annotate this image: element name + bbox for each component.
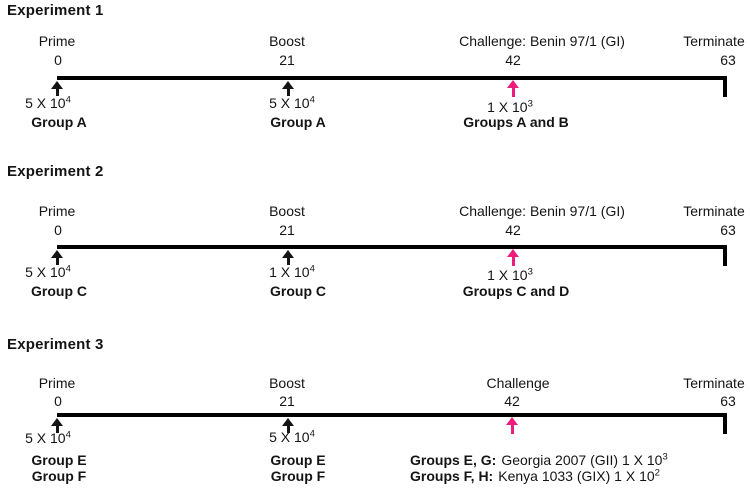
exp3-prime-label: Prime (38, 375, 76, 391)
exp1-challenge-dose: 1 X 103 (487, 99, 533, 115)
dose-base: 1 X 10 (487, 267, 528, 283)
dose-base: 1 X 10 (487, 99, 528, 115)
dose-base: 1 X 10 (269, 264, 310, 280)
exp1-challenge-group: Groups A and B (463, 114, 569, 130)
exp2-boost-group: Group C (270, 283, 326, 299)
exp1-terminate-tick (723, 76, 727, 97)
exp1-prime-group: Group A (31, 114, 87, 130)
dose-base: 5 X 10 (269, 429, 310, 445)
exp3-boost-day: 21 (279, 393, 295, 409)
dose-exponent: 4 (309, 263, 315, 275)
exp3-terminate-day: 63 (720, 393, 736, 409)
exp1-prime-label: Prime (38, 33, 76, 49)
exp1-challenge-label: Challenge: Benin 97/1 (GI) (459, 33, 625, 49)
dose-exponent: 4 (65, 263, 71, 275)
exp1-prime-dose: 5 X 104 (25, 95, 71, 111)
exp1-timeline-line (57, 76, 727, 80)
dose-base: 5 X 10 (269, 95, 310, 111)
dose-exponent: 4 (309, 428, 315, 440)
dose-exponent: 2 (654, 467, 660, 479)
exp3-challenge-arrow-icon (506, 417, 518, 434)
challenge-strain: Georgia 2007 (GII) 1 X 10 (501, 452, 663, 468)
exp2-terminate-day: 63 (720, 222, 736, 238)
exp3-boost-group2: Group F (270, 468, 326, 484)
dose-base: 5 X 10 (25, 264, 66, 280)
group-prefix: Groups F, H: (410, 468, 494, 484)
dose-exponent: 3 (527, 98, 533, 110)
exp3-terminate-label: Terminate (683, 375, 745, 391)
exp2-challenge-label: Challenge: Benin 97/1 (GI) (459, 203, 625, 219)
exp2-challenge-arrow-icon (507, 249, 519, 266)
exp1-challenge-arrow-icon (507, 80, 519, 97)
exp3-prime-arrow-icon (51, 418, 63, 433)
exp2-terminate-tick (723, 245, 727, 266)
exp3-prime-dose: 5 X 104 (25, 430, 71, 446)
exp1-boost-dose: 5 X 104 (269, 95, 315, 111)
dose-exponent: 4 (309, 94, 315, 106)
experiment-1-title: Experiment 1 (7, 2, 104, 19)
exp2-challenge-group: Groups C and D (462, 283, 570, 299)
exp3-prime-group1: Group E (31, 452, 87, 468)
experiment-2-title: Experiment 2 (7, 163, 104, 180)
exp2-prime-day: 0 (54, 222, 62, 238)
dose-base: 5 X 10 (25, 95, 66, 111)
exp1-boost-arrow-icon (282, 81, 294, 96)
exp1-prime-day: 0 (54, 52, 62, 68)
exp2-challenge-dose: 1 X 103 (487, 267, 533, 283)
exp3-terminate-tick (723, 413, 727, 434)
exp1-boost-label: Boost (269, 33, 305, 49)
exp2-boost-label: Boost (269, 203, 305, 219)
dose-base: 5 X 10 (25, 430, 66, 446)
exp2-prime-group: Group C (31, 283, 87, 299)
exp3-boost-label: Boost (269, 375, 305, 391)
exp1-terminate-label: Terminate (683, 33, 745, 49)
exp1-boost-group: Group A (270, 114, 326, 130)
exp2-prime-arrow-icon (51, 250, 63, 265)
exp3-challenge-label: Challenge (486, 375, 550, 391)
exp3-boost-arrow-icon (282, 418, 294, 433)
dose-exponent: 4 (65, 94, 71, 106)
exp1-prime-arrow-icon (51, 81, 63, 96)
exp1-terminate-day: 63 (720, 52, 736, 68)
exp1-boost-day: 21 (279, 52, 295, 68)
group-prefix: Groups E, G: (410, 452, 497, 468)
challenge-strain: Kenya 1033 (GIX) 1 X 10 (498, 468, 655, 484)
exp2-boost-arrow-icon (282, 250, 294, 265)
exp3-challenge-detail-2: Groups F, H: Kenya 1033 (GIX) 1 X 102 (410, 468, 660, 484)
exp3-timeline-line (57, 413, 727, 417)
exp2-boost-day: 21 (279, 222, 295, 238)
dose-exponent: 4 (65, 429, 71, 441)
experiment-3-title: Experiment 3 (7, 336, 104, 353)
exp3-boost-group1: Group E (270, 452, 326, 468)
exp3-prime-day: 0 (54, 393, 62, 409)
exp3-boost-dose: 5 X 104 (269, 429, 315, 445)
dose-exponent: 3 (662, 451, 668, 463)
exp2-terminate-label: Terminate (683, 203, 745, 219)
exp3-prime-group2: Group F (31, 468, 87, 484)
exp3-challenge-detail-1: Groups E, G: Georgia 2007 (GII) 1 X 103 (410, 452, 668, 468)
exp2-challenge-day: 42 (505, 222, 521, 238)
exp1-challenge-day: 42 (505, 52, 521, 68)
dose-exponent: 3 (527, 266, 533, 278)
exp3-challenge-day: 42 (504, 393, 520, 409)
exp2-boost-dose: 1 X 104 (269, 264, 315, 280)
exp2-timeline-line (57, 245, 727, 249)
exp2-prime-dose: 5 X 104 (25, 264, 71, 280)
exp2-prime-label: Prime (38, 203, 76, 219)
